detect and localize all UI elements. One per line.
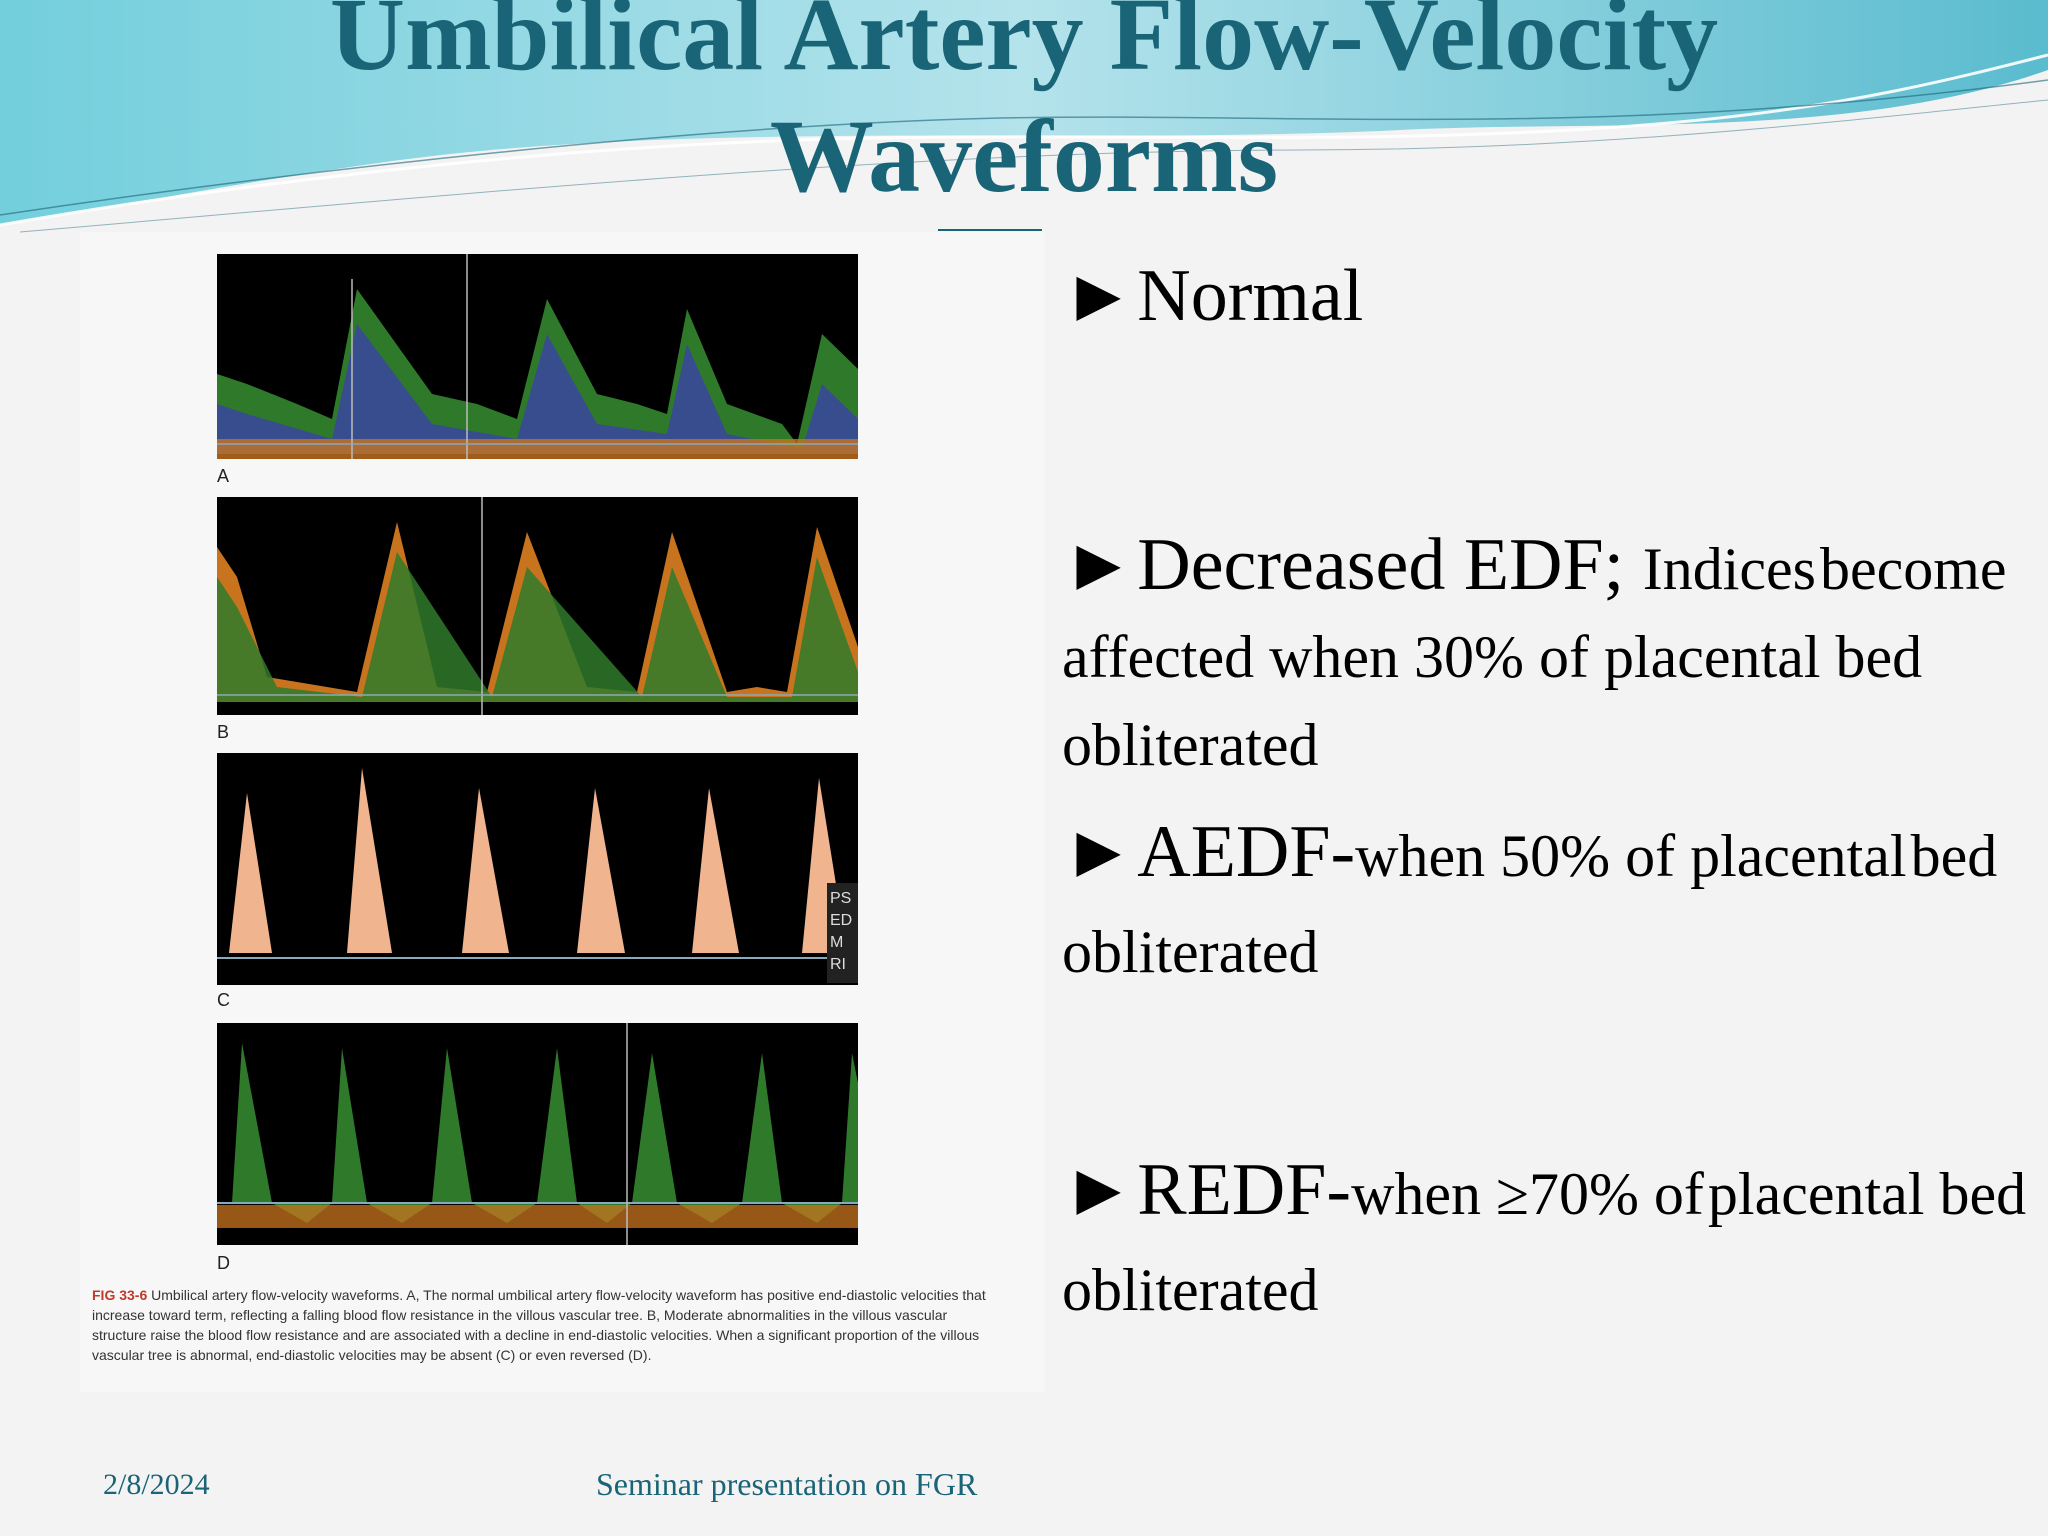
bullet-lead: Decreased EDF;: [1137, 524, 1643, 606]
bullet-arrow-icon: ►: [1062, 811, 1136, 893]
side-readout-label: ED: [830, 912, 852, 929]
doppler-waveform-b: [217, 497, 858, 715]
bullet-lead: Normal: [1137, 255, 1364, 337]
slide-title: Umbilical Artery Flow-Velocity Waveforms: [0, 0, 2048, 218]
bullet-arrow-icon: ►: [1062, 524, 1136, 606]
footer-presentation-title: Seminar presentation on FGR: [596, 1466, 978, 1502]
footer-date: 2/8/2024: [103, 1468, 210, 1501]
bullet-rest: bed obliterated: [1062, 823, 1998, 985]
bullet-small: when ≥70% of: [1351, 1161, 1704, 1227]
bullet-arrow-icon: ►: [1062, 1149, 1136, 1231]
bullet-lead: AEDF-: [1137, 811, 1356, 893]
bullet-redf: ►REDF-when ≥70% of placental bed obliter…: [1062, 1150, 2032, 1346]
side-readout-label: PS: [830, 890, 851, 907]
figure-caption-id: FIG 33-6: [92, 1287, 148, 1303]
bullet-rest: become affected when 30% of placental be…: [1062, 536, 2007, 778]
bullet-aedf: ►AEDF-when 50% of placental bed oblitera…: [1062, 812, 2032, 1008]
doppler-panel-b: [217, 497, 858, 715]
slide-title-line2: Waveforms: [769, 99, 1279, 214]
title-underline: [938, 229, 1042, 231]
panel-label-b: B: [217, 722, 230, 742]
panel-label-a: A: [217, 466, 230, 486]
bullet-small: Indices: [1642, 536, 1816, 602]
slide-title-line1: Umbilical Artery Flow-Velocity: [329, 0, 1719, 92]
panel-label-c: C: [217, 990, 230, 1010]
panel-label-d: D: [217, 1253, 230, 1273]
bullet-normal: ►Normal: [1062, 254, 2032, 339]
doppler-waveform-a: [217, 254, 858, 459]
bullet-small: when 50% of placental: [1355, 823, 1907, 889]
doppler-panel-d: [217, 1023, 858, 1245]
side-readout-label: M: [830, 934, 843, 951]
doppler-waveform-d: [217, 1023, 858, 1245]
bullet-lead: REDF-: [1137, 1149, 1352, 1231]
doppler-panel-c: PS ED M RI: [217, 753, 858, 985]
bullet-decreased-edf: ►Decreased EDF; Indices become affected …: [1062, 528, 2032, 797]
bullet-rest: placental bed obliterated: [1062, 1161, 2027, 1323]
bullet-arrow-icon: ►: [1062, 255, 1136, 337]
header-wave-decoration: [0, 0, 2048, 233]
doppler-waveform-c: PS ED M RI: [217, 753, 858, 985]
doppler-panel-a: [217, 254, 858, 459]
side-readout-label: RI: [830, 956, 846, 973]
figure-caption-text: Umbilical artery flow-velocity waveforms…: [92, 1287, 986, 1363]
figure-caption: FIG 33-6 Umbilical artery flow-velocity …: [92, 1285, 997, 1365]
